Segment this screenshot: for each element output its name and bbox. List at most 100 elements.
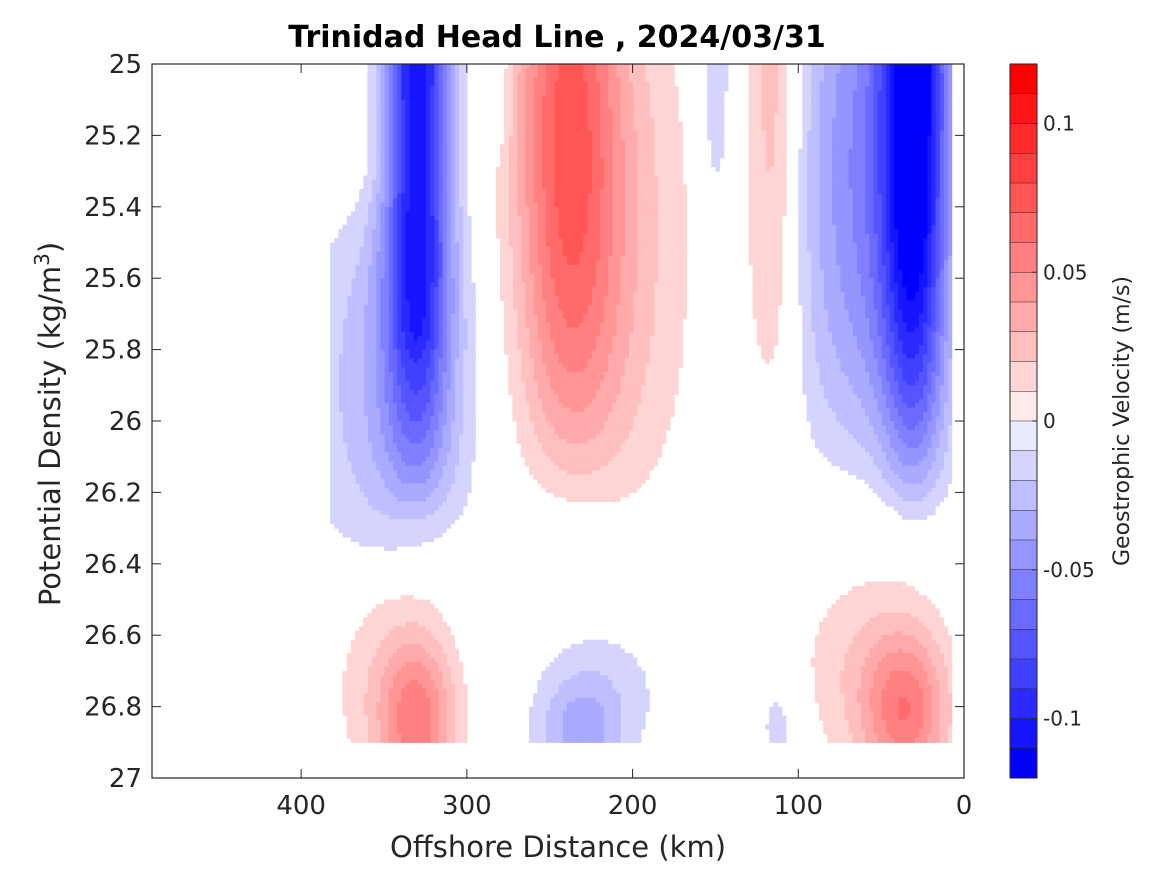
- contour-cell: [885, 711, 891, 717]
- contour-cell: [868, 425, 874, 431]
- contour-cell: [765, 206, 770, 212]
- contour-cell: [773, 144, 779, 150]
- contour-cell: [823, 184, 828, 190]
- contour-cell: [906, 376, 911, 382]
- contour-cell: [881, 452, 886, 458]
- contour-cell: [839, 162, 845, 168]
- contour-cell: [856, 193, 862, 199]
- contour-cell: [918, 421, 924, 427]
- contour-cell: [930, 282, 936, 288]
- contour-cell: [761, 246, 766, 253]
- contour-cell: [827, 661, 833, 668]
- contour-cell: [889, 425, 895, 431]
- contour-cell: [930, 260, 936, 266]
- contour-cell: [889, 389, 895, 395]
- contour-cell: [848, 64, 853, 70]
- contour-cell: [914, 487, 920, 493]
- contour-cell: [868, 639, 874, 645]
- contour-cell: [914, 90, 920, 96]
- contour-cell: [835, 653, 841, 659]
- contour-cell: [930, 461, 936, 467]
- contour-cell: [868, 349, 874, 355]
- contour-cell: [864, 180, 870, 186]
- contour-cell: [868, 586, 874, 592]
- contour-cell: [781, 148, 787, 154]
- contour-cell: [881, 260, 886, 266]
- contour-cell: [939, 371, 944, 377]
- contour-cell: [893, 376, 899, 382]
- contour-cell: [814, 238, 820, 244]
- contour-cell: [930, 64, 936, 70]
- contour-cell: [765, 340, 770, 346]
- contour-cell: [947, 202, 953, 208]
- contour-cell: [897, 327, 903, 333]
- contour-cell: [827, 64, 833, 70]
- contour-cell: [802, 345, 808, 351]
- contour-cell: [914, 113, 920, 119]
- contour-cell: [810, 90, 816, 96]
- contour-cell: [897, 389, 903, 395]
- contour-cell: [930, 304, 936, 311]
- contour-cell: [872, 291, 878, 297]
- contour-cell: [848, 117, 853, 123]
- contour-cell: [922, 617, 928, 623]
- contour-cell: [835, 215, 841, 221]
- contour-cell: [943, 461, 949, 467]
- contour-cell: [910, 626, 915, 632]
- contour-cell: [922, 653, 928, 659]
- contour-cell: [881, 394, 886, 400]
- contour-cell: [860, 586, 866, 592]
- contour-cell: [839, 90, 845, 96]
- contour-cell: [823, 367, 828, 373]
- contour-cell: [773, 197, 779, 203]
- contour-cell: [765, 95, 770, 101]
- contour-cell: [930, 287, 936, 293]
- contour-cell: [918, 313, 924, 319]
- contour-cell: [860, 318, 866, 324]
- contour-cell: [848, 313, 853, 319]
- contour-cell: [835, 273, 841, 279]
- contour-cell: [897, 581, 903, 587]
- contour-cell: [827, 398, 833, 404]
- contour-cell: [856, 416, 862, 422]
- contour-cell: [752, 68, 758, 74]
- contour-cell: [856, 394, 862, 400]
- contour-cell: [831, 135, 837, 141]
- contour-cell: [901, 728, 907, 734]
- contour-cell: [893, 595, 899, 601]
- contour-cell: [906, 104, 911, 110]
- contour-cell: [877, 202, 882, 208]
- contour-cell: [781, 188, 787, 195]
- contour-cell: [930, 385, 936, 391]
- contour-cell: [930, 273, 936, 279]
- contour-cell: [839, 72, 845, 78]
- contour-cell: [906, 496, 911, 502]
- contour-cell: [773, 175, 779, 181]
- contour-cell: [910, 505, 915, 511]
- contour-cell: [910, 639, 915, 645]
- contour-cell: [777, 193, 783, 199]
- contour-cell: [918, 479, 924, 485]
- contour-cell: [848, 389, 853, 395]
- contour-cell: [930, 434, 936, 440]
- contour-cell: [777, 296, 783, 302]
- contour-cell: [756, 126, 762, 132]
- contour-cell: [910, 238, 915, 244]
- contour-cell: [935, 296, 940, 302]
- contour-cell: [930, 675, 936, 681]
- contour-cell: [806, 251, 812, 257]
- contour-cell: [872, 260, 878, 266]
- contour-cell: [885, 130, 891, 136]
- contour-cell: [910, 666, 915, 672]
- contour-cell: [835, 77, 841, 83]
- contour-cell: [814, 117, 820, 123]
- contour-cell: [918, 327, 924, 333]
- contour-cell: [877, 77, 882, 83]
- contour-cell: [877, 90, 882, 96]
- contour-cell: [769, 175, 775, 181]
- contour-cell: [773, 211, 779, 217]
- contour-cell: [848, 148, 853, 154]
- contour-cell: [910, 72, 915, 78]
- contour-cell: [769, 304, 775, 311]
- contour-cell: [814, 661, 820, 668]
